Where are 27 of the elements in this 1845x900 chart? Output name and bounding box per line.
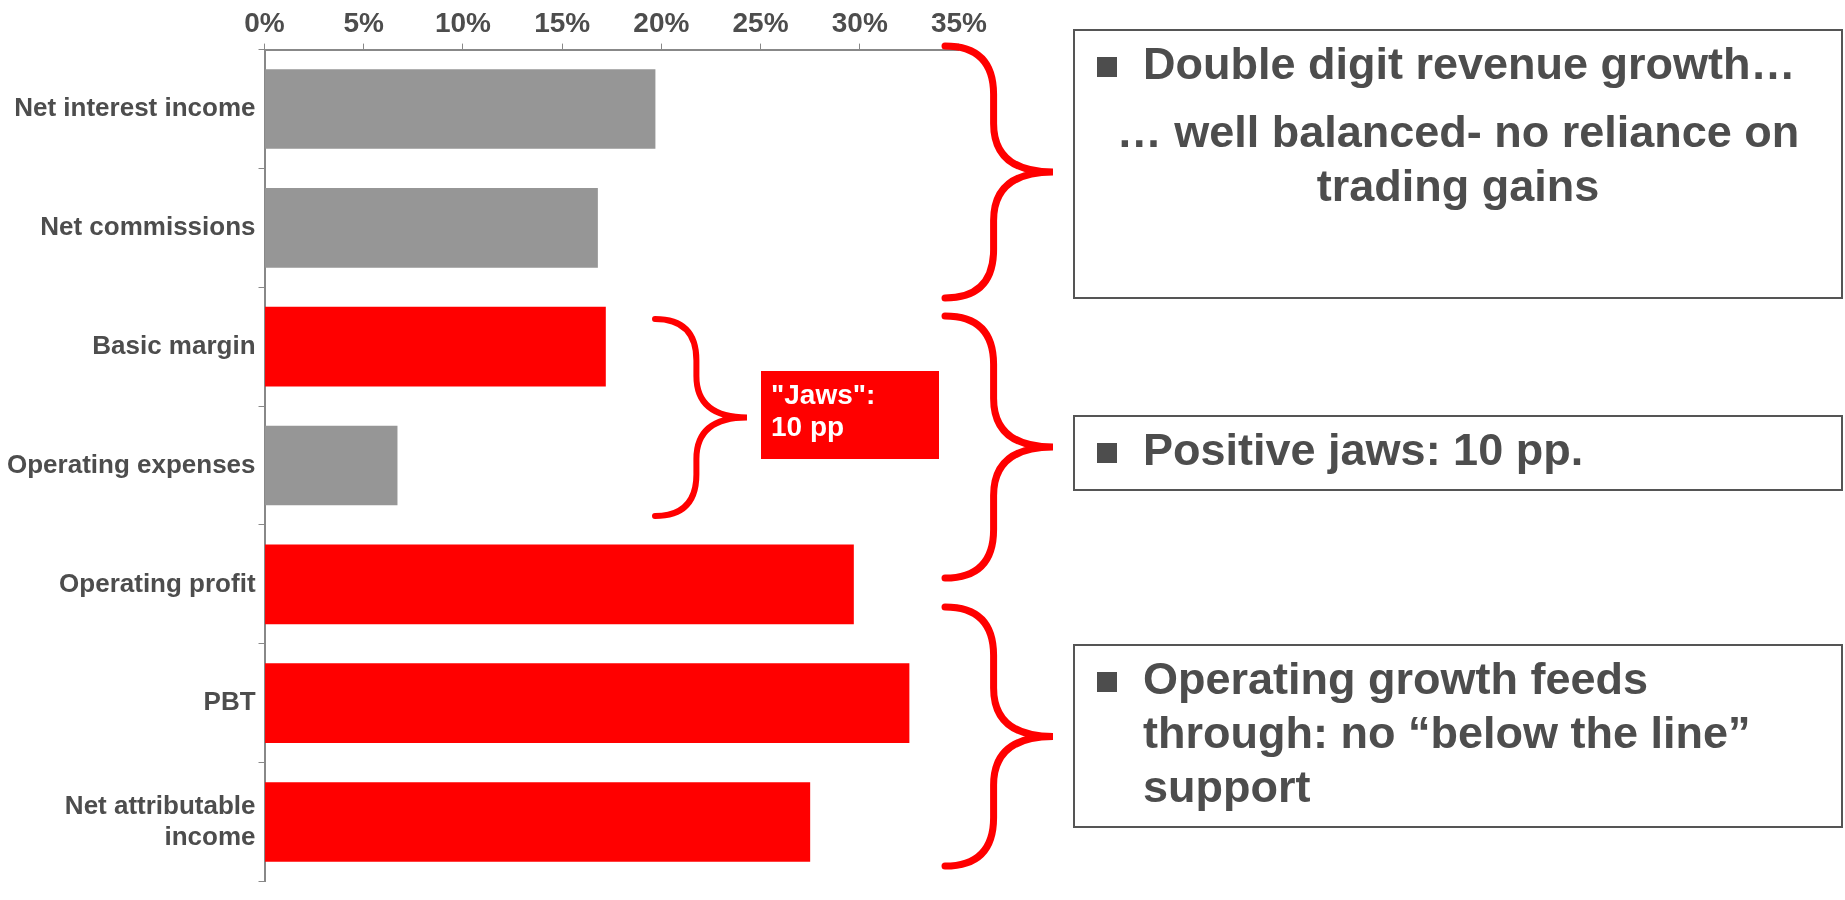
y-tick-label: Net attributable income (64, 789, 256, 851)
x-tick-label: 25% (732, 6, 789, 38)
y-tick-label: Operating expenses (6, 448, 256, 479)
bar (265, 544, 854, 625)
bar (265, 188, 598, 268)
x-tick-label: 0% (244, 6, 285, 38)
text: Double digit revenue growth… (1143, 38, 1796, 89)
y-tick-label: Operating profit (59, 567, 256, 598)
text: … well balanced- no reliance on trading gains (1116, 106, 1800, 211)
bar (265, 69, 656, 149)
x-tick-label: 20% (633, 6, 690, 38)
text: Operating growth feeds through: no “below the line” support (1143, 653, 1751, 812)
annotation: "Jaws": 10 pp (761, 371, 939, 459)
x-tick-label: 5% (343, 6, 385, 38)
x-tick-label: 10% (434, 6, 492, 38)
text: Positive jaws: 10 pp. (1143, 424, 1584, 475)
bar (265, 663, 910, 743)
y-tick-label: PBT (203, 686, 256, 717)
x-tick-label: 30% (831, 6, 888, 38)
bar (265, 782, 811, 862)
x-tick-label: 15% (534, 6, 591, 38)
bar (265, 306, 606, 387)
bar (265, 425, 398, 506)
y-tick-label: Net commissions (40, 211, 256, 242)
y-tick-label: Net interest income (14, 92, 256, 123)
x-tick-label: 35% (930, 6, 988, 38)
y-tick-label: Basic margin (92, 329, 256, 360)
